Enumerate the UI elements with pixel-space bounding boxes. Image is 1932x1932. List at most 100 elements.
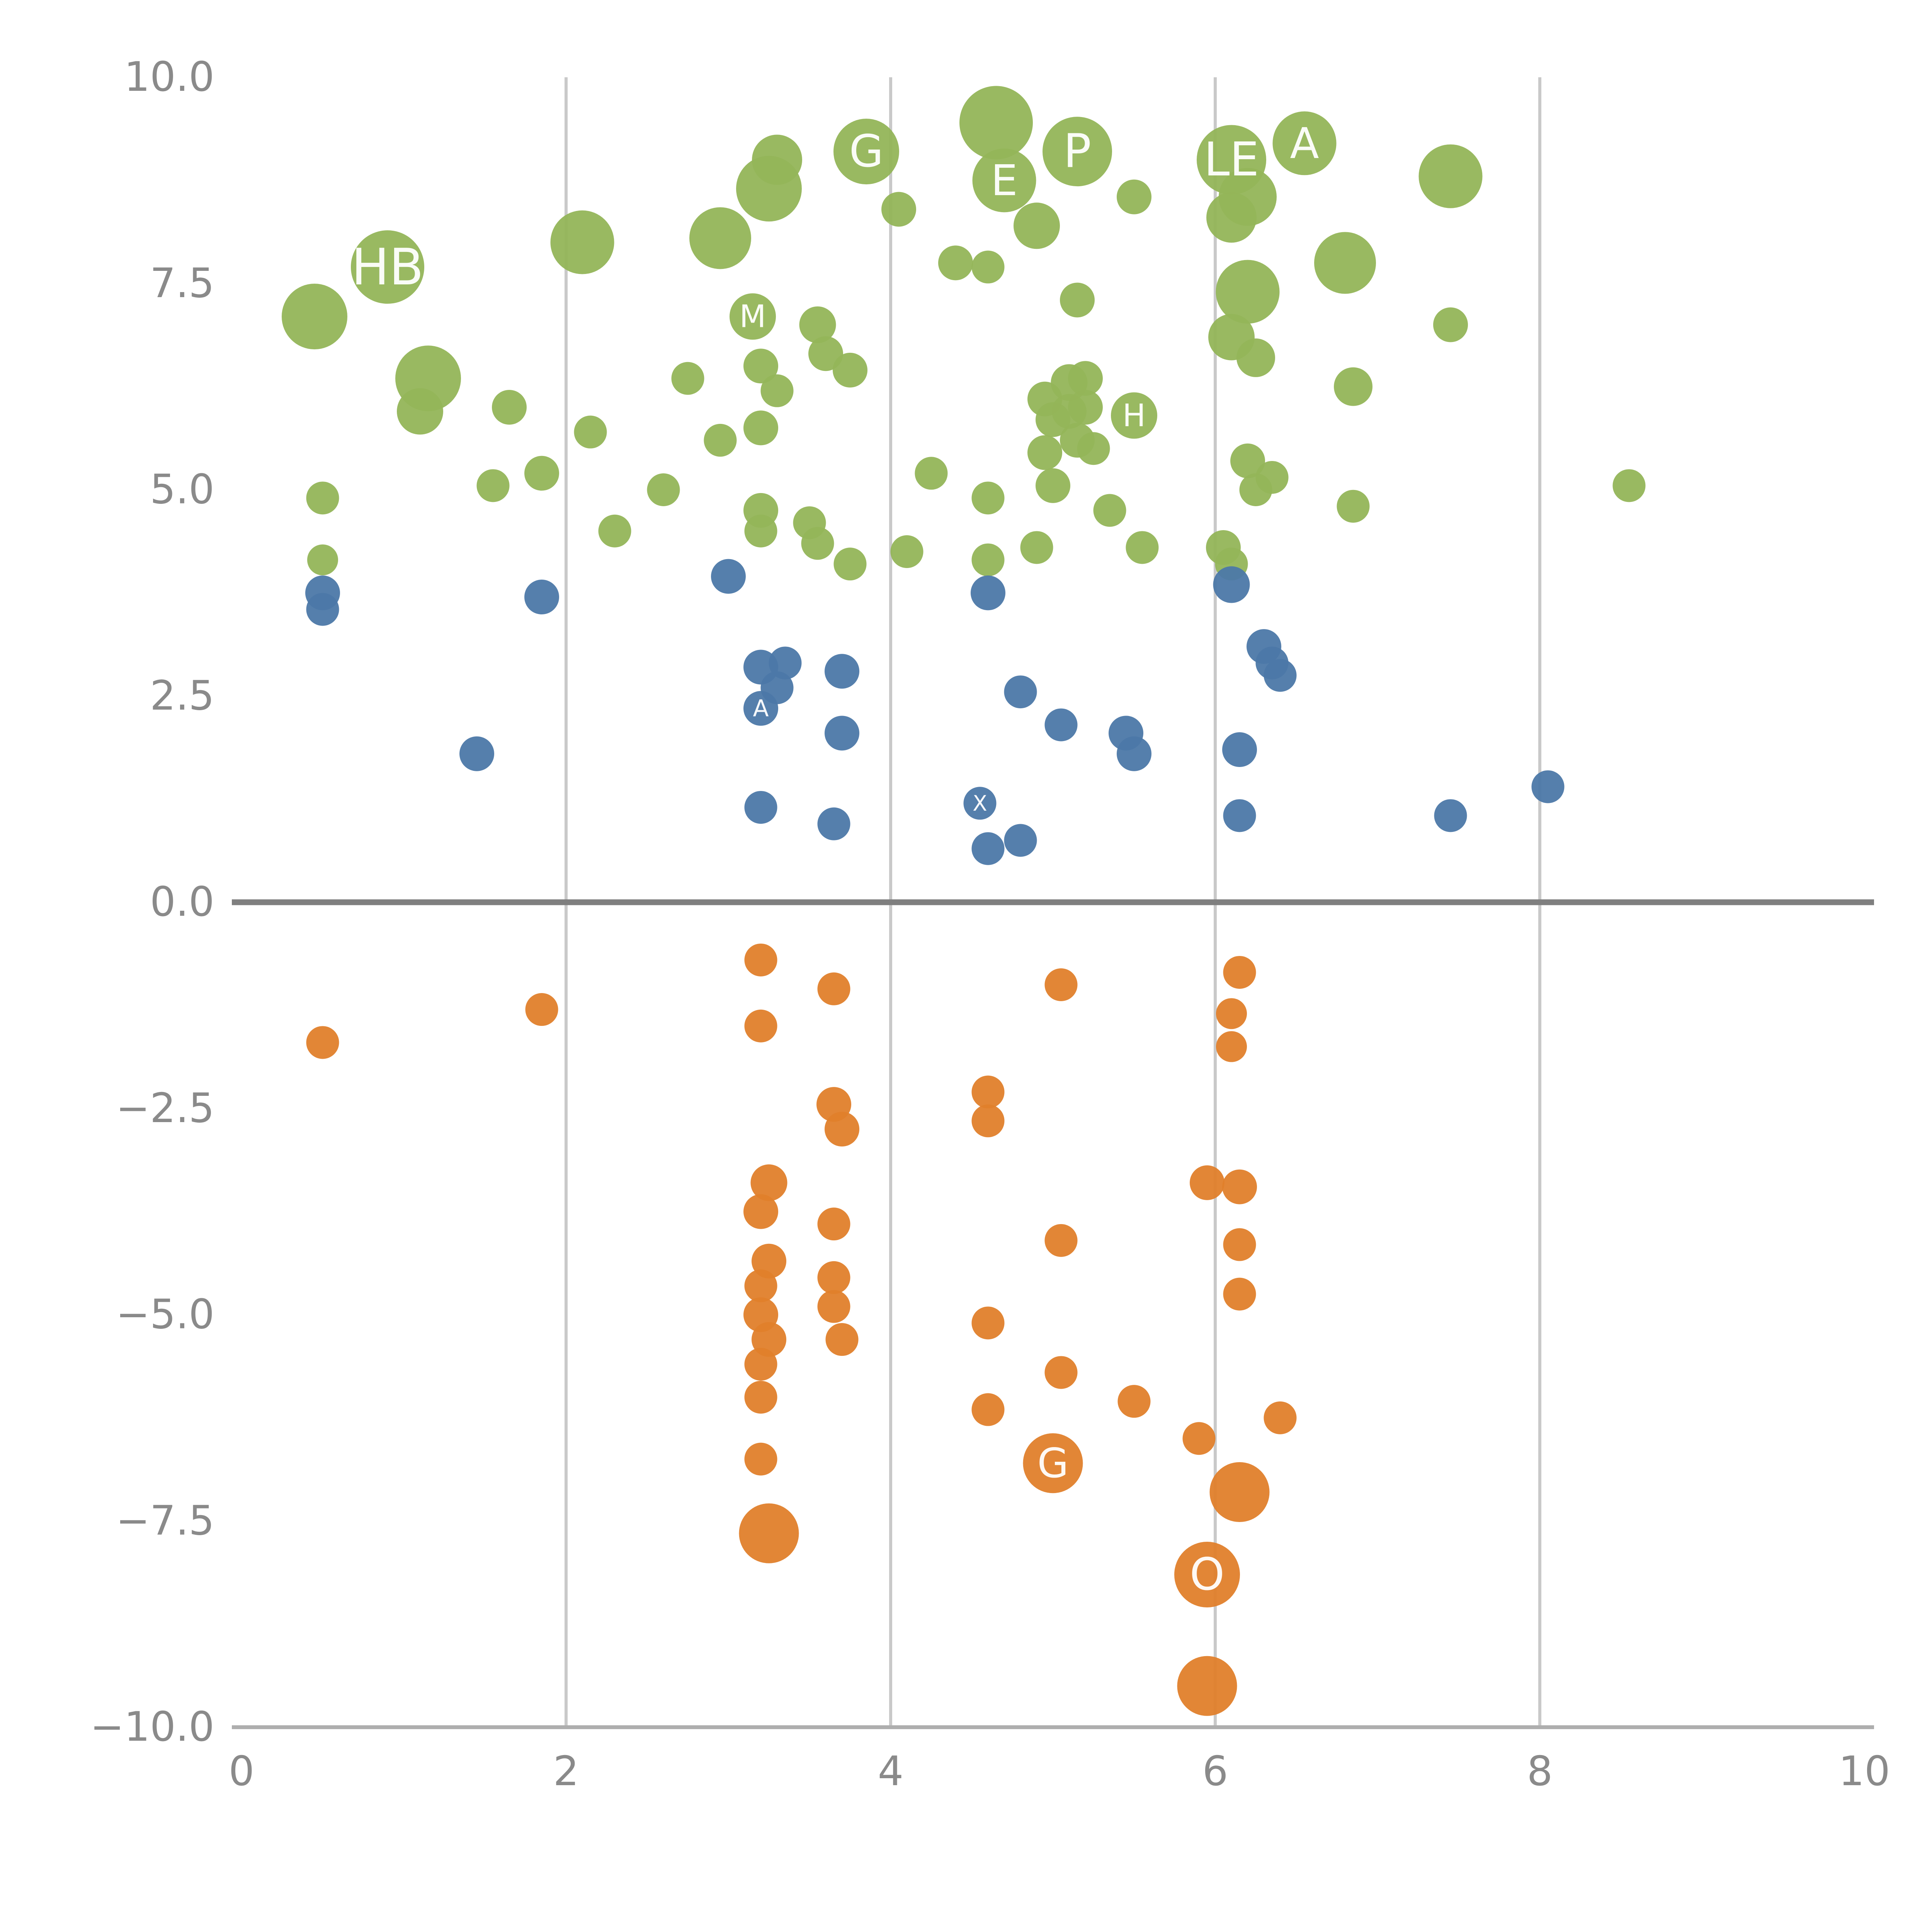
data-point: [825, 1112, 859, 1147]
data-point: [282, 284, 347, 350]
data-point: [971, 1075, 1005, 1109]
data-point: [1182, 1422, 1216, 1455]
data-point: [1337, 490, 1370, 523]
data-point: [1255, 461, 1289, 494]
data-point: [971, 1306, 1005, 1340]
data-point: [1117, 179, 1151, 214]
data-point: [1036, 468, 1070, 503]
data-point: [1223, 799, 1256, 832]
data-point: [1060, 282, 1095, 318]
data-point: [744, 1009, 777, 1043]
data-point: [1044, 1356, 1078, 1389]
data-point: [1023, 1433, 1083, 1493]
data-point: [1236, 338, 1275, 377]
data-point: [760, 374, 794, 407]
data-point: [971, 575, 1005, 611]
data-point: [1044, 968, 1078, 1001]
data-point: [817, 972, 850, 1005]
data-point: [306, 481, 339, 515]
y-tick-label: 5.0: [150, 466, 214, 513]
data-point: [938, 245, 973, 281]
data-point: [306, 1026, 339, 1059]
data-point: [1043, 117, 1112, 187]
data-point: [1209, 1462, 1270, 1522]
data-point: [492, 390, 527, 425]
data-point: [1314, 232, 1376, 294]
data-point: [808, 336, 843, 371]
data-point: [1434, 799, 1467, 832]
data-point: [744, 1381, 777, 1414]
data-point: [971, 481, 1005, 515]
data-point: [817, 1261, 850, 1294]
orange-bubbles: GO: [306, 943, 1297, 1716]
data-point: [459, 736, 494, 771]
data-point: [1174, 1542, 1240, 1608]
data-point: [744, 1348, 777, 1381]
data-point: [769, 646, 802, 680]
data-point: [1334, 367, 1372, 406]
data-point: [1068, 361, 1103, 396]
data-point: [1213, 566, 1250, 603]
data-point: [915, 457, 948, 490]
data-point: [711, 559, 746, 594]
data-point: [743, 349, 778, 384]
data-point: [1216, 260, 1280, 324]
data-point: [1117, 1385, 1151, 1418]
x-tick-label: 6: [1202, 1748, 1228, 1795]
data-point: [1223, 1277, 1256, 1311]
data-point: [1433, 307, 1468, 342]
data-point: [744, 1442, 777, 1476]
data-point: [744, 1269, 777, 1303]
data-point: [1190, 1165, 1225, 1200]
data-point: [972, 148, 1036, 213]
data-point: [1264, 659, 1297, 692]
data-point: [1216, 998, 1247, 1029]
data-point: [971, 832, 1005, 865]
data-point: [833, 548, 867, 581]
data-point: [550, 210, 614, 274]
data-point: [959, 86, 1033, 160]
data-point: [817, 1290, 850, 1323]
y-tick-label: −5.0: [116, 1291, 214, 1338]
data-point: [1264, 1401, 1297, 1434]
data-point: [825, 654, 859, 689]
data-point: [799, 306, 836, 343]
data-point: [825, 716, 859, 751]
data-point: [971, 1393, 1005, 1426]
data-point: [1077, 432, 1110, 465]
data-point: [744, 514, 777, 548]
data-point: [963, 787, 997, 820]
data-point: [306, 593, 339, 626]
data-point: [1020, 531, 1053, 564]
data-point: [1223, 956, 1256, 989]
data-point: [1222, 732, 1257, 767]
data-point: [476, 469, 510, 502]
data-point: [743, 410, 778, 446]
data-point: [750, 1164, 787, 1201]
data-point: [801, 527, 834, 560]
data-point: [833, 352, 867, 388]
data-point: [524, 580, 559, 615]
x-tick-label: 0: [229, 1748, 255, 1795]
data-point: [598, 514, 631, 548]
x-tick-label: 2: [553, 1748, 579, 1795]
data-point: [1230, 443, 1265, 478]
y-tick-label: −7.5: [116, 1497, 214, 1544]
data-point: [671, 362, 704, 395]
data-point: [739, 1503, 799, 1563]
data-point: [1206, 192, 1257, 243]
data-point: [971, 250, 1005, 284]
data-point: [689, 207, 751, 269]
x-tick-label: 4: [878, 1748, 904, 1795]
x-tick-label: 8: [1527, 1748, 1553, 1795]
data-point: [647, 473, 680, 506]
data-point: [730, 293, 776, 340]
data-point: [1117, 736, 1151, 771]
data-point: [1027, 435, 1062, 470]
data-point: [1004, 675, 1037, 709]
data-point: [744, 943, 777, 976]
blue-bubbles: AX: [305, 559, 1565, 865]
data-point: [743, 1194, 778, 1229]
